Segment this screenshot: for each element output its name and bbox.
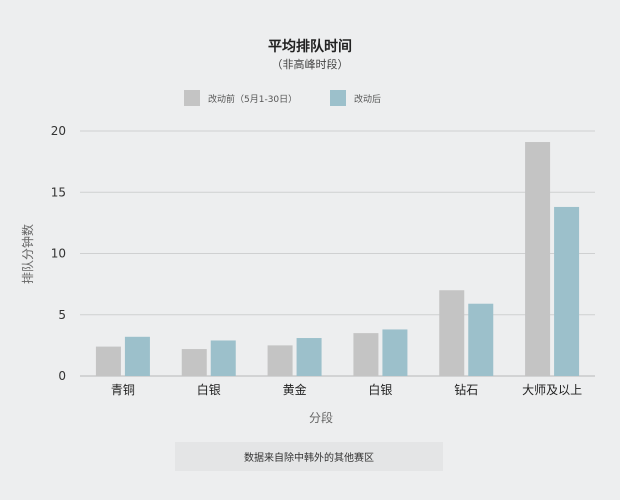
bar-after-0	[124, 336, 150, 376]
footnote: 数据来自除中韩外的其他赛区	[175, 442, 443, 471]
y-tick-label: 5	[58, 308, 66, 322]
x-tick-label: 白银	[368, 382, 392, 397]
y-axis-ticks: 0 5 10 15 20	[51, 124, 66, 383]
bar-before-3	[353, 333, 379, 376]
gridlines	[80, 130, 595, 377]
bar-after-5	[554, 206, 580, 376]
bar-after-2	[296, 338, 322, 376]
bar-after-1	[210, 340, 236, 376]
x-tick-label: 黄金	[283, 382, 307, 397]
x-tick-label: 钻石	[454, 382, 478, 397]
x-tick-label: 大师及以上	[522, 383, 582, 397]
bar-before-0	[95, 346, 121, 376]
legend-label-after: 改动后	[354, 94, 382, 105]
bar-before-2	[267, 345, 293, 376]
legend-swatch-after	[330, 90, 346, 106]
x-axis-ticks: 青铜 白银 黄金 白银 钻石 大师及以上	[111, 382, 582, 397]
legend-item-after: 改动后	[330, 89, 381, 107]
bar-after-3	[382, 329, 408, 376]
chart-subtitle: （非高峰时段）	[271, 58, 349, 71]
legend-label-before: 改动前（5月1-30日）	[208, 94, 298, 105]
chart-title: 平均排队时间	[268, 39, 352, 55]
bars	[95, 142, 580, 376]
bar-before-4	[439, 290, 465, 376]
bar-before-1	[181, 349, 207, 376]
y-tick-label: 0	[58, 369, 66, 383]
legend-swatch-before	[184, 90, 200, 106]
y-tick-label: 20	[51, 124, 66, 138]
y-axis-label: 排队分钟数	[20, 224, 35, 284]
x-axis-label: 分段	[309, 410, 333, 425]
legend-item-before: 改动前（5月1-30日）	[184, 89, 297, 107]
bar-after-4	[468, 303, 494, 376]
y-tick-label: 10	[51, 247, 66, 261]
y-tick-label: 15	[51, 185, 66, 199]
legend: 改动前（5月1-30日） 改动后	[0, 89, 620, 107]
x-tick-label: 青铜	[111, 382, 135, 397]
bar-before-5	[525, 142, 551, 376]
x-tick-label: 白银	[197, 382, 221, 397]
